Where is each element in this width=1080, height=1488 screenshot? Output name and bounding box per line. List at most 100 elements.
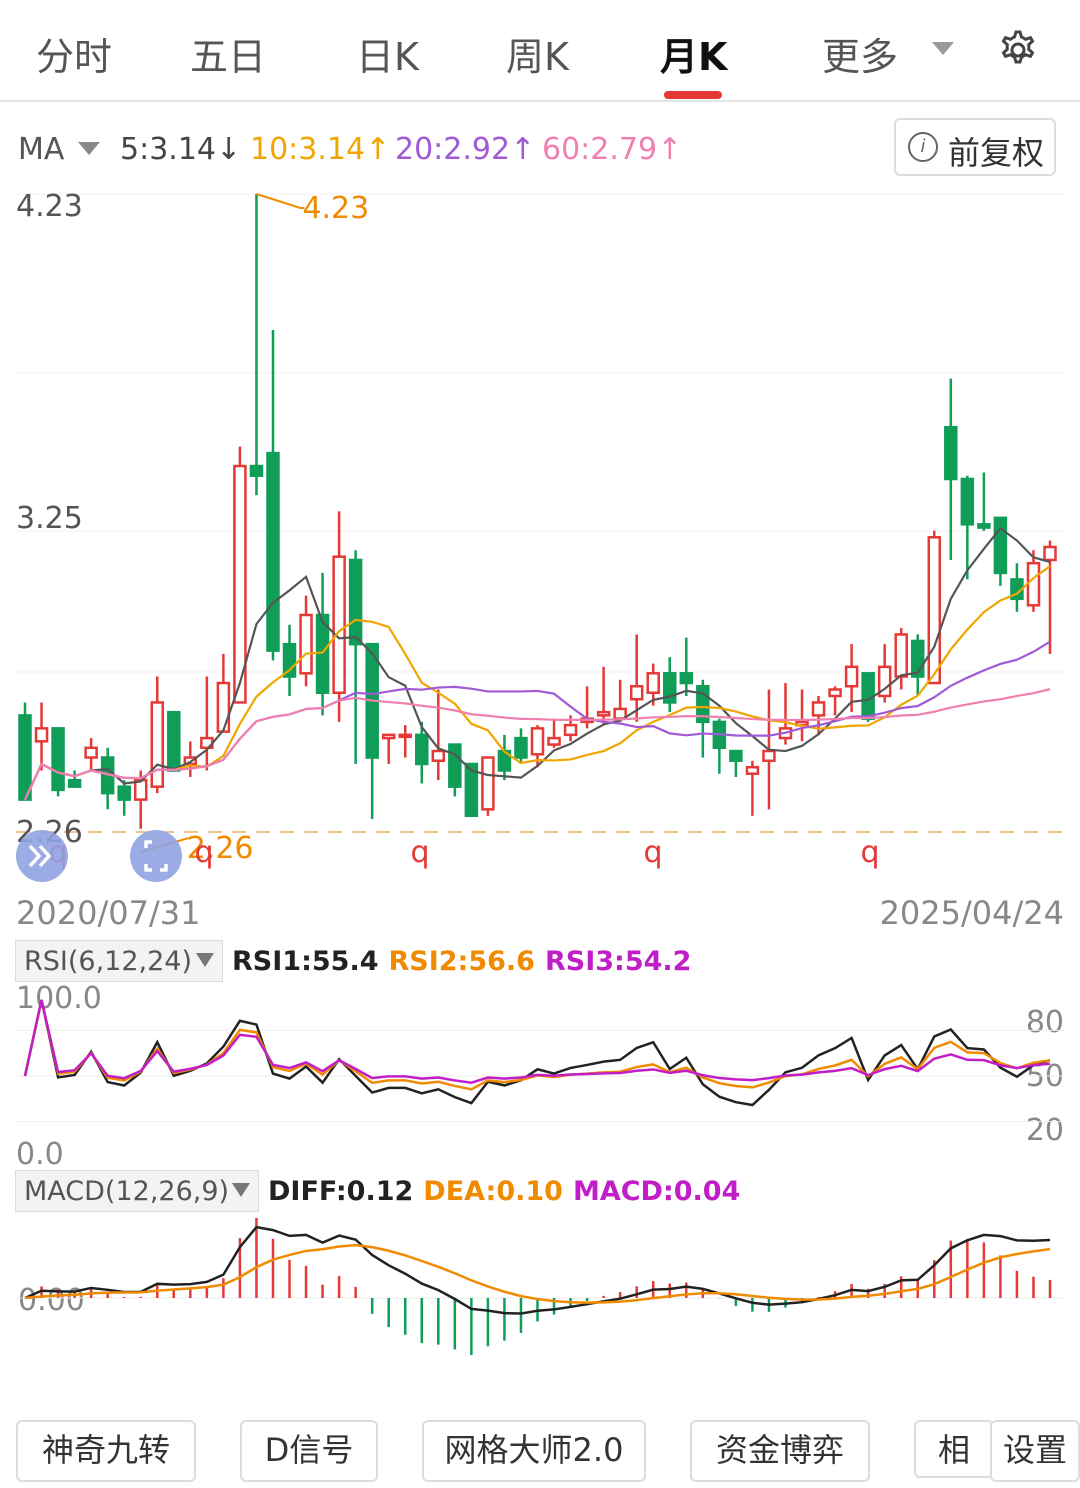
candlestick-chart[interactable]: 4.233.252.264.232.26qqqqq	[0, 180, 1080, 890]
candle-body	[960, 477, 975, 526]
price-mid-label: 3.25	[16, 501, 83, 536]
candle-body	[398, 733, 412, 739]
indicator-settings-button[interactable]: 设置	[990, 1420, 1080, 1482]
price-high-label: 4.23	[16, 189, 83, 224]
start-date: 2020/07/31	[16, 894, 201, 932]
macd-value: MACD:0.04	[572, 1176, 741, 1207]
candle-body	[745, 765, 760, 775]
signal-marker: q	[643, 835, 662, 870]
end-date: 2025/04/24	[879, 894, 1064, 932]
more-dropdown-icon[interactable]	[932, 42, 954, 55]
signal-marker: q	[410, 835, 429, 870]
candle-body	[299, 613, 313, 675]
candle-body	[18, 714, 32, 801]
dea-line	[24, 1243, 1051, 1304]
rsi-selector[interactable]: RSI(6,12,24)	[15, 940, 223, 982]
candle-body	[663, 672, 677, 704]
ma10-value: 10:3.14↑	[250, 132, 391, 167]
candle-body	[117, 785, 131, 801]
rsi-selector-label: RSI(6,12,24)	[24, 946, 192, 977]
candle-body	[1043, 545, 1057, 562]
low-marker-label: 2.26	[187, 831, 254, 866]
ma5-value: 5:3.14↓	[120, 132, 242, 167]
macd-selector[interactable]: MACD(12,26,9)	[15, 1170, 259, 1212]
rsi-values: RSI1:55.4 RSI2:56.6 RSI3:54.2	[232, 946, 701, 977]
dea-value: DEA:0.10	[423, 1176, 563, 1207]
more-indicator-button[interactable]: 相	[914, 1420, 994, 1478]
rsi6-line	[23, 999, 1051, 1107]
candle-body	[547, 736, 561, 746]
candle-body	[431, 749, 446, 763]
candle-body	[464, 762, 479, 818]
candle-body	[563, 723, 578, 737]
candle-body	[530, 727, 545, 756]
candle-body	[646, 672, 660, 694]
signal-marker: q	[860, 835, 879, 870]
tab-daily-k[interactable]: 日K	[356, 35, 419, 79]
info-icon: i	[908, 132, 938, 162]
macd-zero-label: 0.00	[18, 1283, 85, 1318]
rsi2-value: RSI2:56.6	[388, 946, 535, 977]
gear-icon[interactable]	[994, 26, 1042, 74]
magic-nine-button[interactable]: 神奇九转	[16, 1420, 196, 1482]
ma5-line	[24, 526, 1051, 801]
candle-body	[216, 681, 231, 733]
active-tab-indicator	[664, 91, 722, 99]
rsi3-value: RSI3:54.2	[544, 946, 692, 977]
ma-label[interactable]: MA	[18, 132, 65, 167]
candle-body	[629, 685, 644, 701]
candle-body	[696, 685, 710, 724]
candle-body	[282, 642, 297, 678]
candle-body	[977, 523, 991, 529]
macd-dropdown-icon	[232, 1183, 250, 1197]
high-marker-label: 4.23	[302, 191, 369, 226]
ma-dropdown-icon[interactable]	[78, 142, 100, 155]
rsi-bottom-label: 0.0	[16, 1137, 64, 1170]
tab-intraday[interactable]: 分时	[36, 35, 113, 79]
adjust-button[interactable]: i 前复权	[894, 118, 1056, 176]
rsi-chart[interactable]: 100.0 0.0 80 50 20	[0, 980, 1080, 1170]
diff-line	[24, 1225, 1051, 1315]
ma-legend: MA 5:3.14↓ 10:3.14↑ 20:2.92↑ 60:2.79↑	[0, 128, 1080, 172]
rsi-20-label: 20	[1026, 1113, 1064, 1148]
period-tabs: 分时 五日 日K 周K 月K 更多	[0, 0, 1080, 102]
fund-game-button[interactable]: 资金博弈	[690, 1420, 870, 1482]
rsi-dropdown-icon	[196, 953, 214, 967]
macd-values: DIFF:0.12 DEA:0.10 MACD:0.04	[268, 1176, 750, 1207]
macd-chart[interactable]: 0.00	[0, 1212, 1080, 1402]
candle-body	[67, 778, 82, 788]
tab-weekly-k[interactable]: 周K	[506, 35, 569, 79]
tab-monthly-k[interactable]: 月K	[660, 35, 728, 79]
candle-body	[415, 733, 429, 766]
candle-body	[34, 727, 49, 743]
candle-body	[481, 756, 495, 811]
adjust-label: 前复权	[948, 134, 1045, 172]
candle-body	[233, 464, 247, 704]
candle-body	[381, 733, 396, 740]
candle-body	[1026, 561, 1041, 607]
candle-body	[762, 749, 776, 763]
tab-five-day[interactable]: 五日	[190, 35, 267, 79]
candle-body	[514, 736, 528, 759]
candle-body	[51, 727, 65, 792]
d-signal-button[interactable]: D信号	[240, 1420, 378, 1482]
candle-body	[844, 665, 859, 688]
tab-more[interactable]: 更多	[822, 35, 899, 79]
candle-body	[910, 639, 925, 678]
candle-body	[332, 555, 346, 694]
candle-body	[861, 672, 875, 720]
expand-icon[interactable]	[16, 830, 68, 882]
ma60-value: 60:2.79↑	[542, 132, 683, 167]
candle-body	[266, 451, 280, 652]
candle-body	[877, 665, 892, 698]
ma60-line	[24, 688, 1051, 801]
candle-body	[150, 701, 165, 788]
crosshair-icon[interactable]	[130, 830, 182, 882]
candle-body	[679, 672, 694, 685]
diff-value: DIFF:0.12	[268, 1176, 414, 1207]
grid-master-button[interactable]: 网格大师2.0	[422, 1420, 646, 1482]
high-marker-line	[256, 193, 305, 209]
candle-body	[828, 688, 842, 698]
rsi24-line	[23, 999, 1051, 1085]
candle-body	[993, 516, 1008, 575]
